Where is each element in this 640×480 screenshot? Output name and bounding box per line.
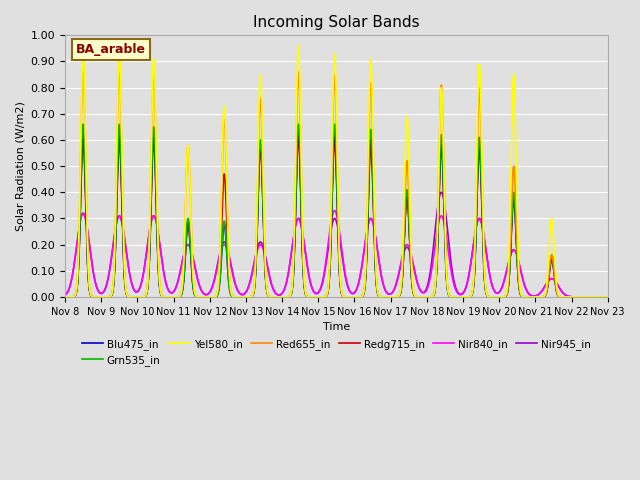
Line: Grn535_in: Grn535_in — [65, 124, 608, 297]
Redg715_in — [61, 294, 69, 300]
Grn535_in — [508, 226, 515, 231]
Yel580_in — [414, 294, 422, 300]
Nir945_in — [160, 269, 168, 275]
Grn535_in — [467, 294, 474, 300]
Y-axis label: Solar Radiation (W/m2): Solar Radiation (W/m2) — [15, 101, 25, 231]
Blu475_in — [115, 129, 123, 135]
Redg715_in — [508, 231, 515, 237]
Line: Nir840_in: Nir840_in — [65, 211, 608, 297]
Redg715_in — [414, 294, 422, 300]
Yel580_in — [61, 294, 69, 300]
Red655_in — [115, 64, 123, 70]
Title: Incoming Solar Bands: Incoming Solar Bands — [253, 15, 420, 30]
Nir945_in — [604, 294, 612, 300]
Text: BA_arable: BA_arable — [76, 43, 146, 56]
Nir840_in — [331, 208, 339, 214]
Red655_in — [508, 208, 515, 214]
Line: Redg715_in: Redg715_in — [65, 137, 608, 297]
Nir945_in — [61, 292, 69, 298]
Red655_in — [61, 294, 69, 300]
Nir840_in — [160, 269, 168, 275]
Grn535_in — [115, 121, 123, 127]
Nir945_in — [387, 291, 394, 297]
Red655_in — [604, 294, 612, 300]
Yel580_in — [160, 294, 168, 300]
Blu475_in — [269, 294, 276, 300]
Nir840_in — [467, 265, 474, 271]
Nir840_in — [604, 294, 612, 300]
Nir945_in — [508, 250, 515, 256]
Yel580_in — [508, 149, 515, 155]
Nir840_in — [414, 282, 422, 288]
Grn535_in — [269, 294, 276, 300]
Red655_in — [467, 294, 474, 300]
Yel580_in — [294, 43, 302, 48]
Redg715_in — [467, 294, 474, 300]
Yel580_in — [269, 294, 276, 300]
Legend: Blu475_in, Grn535_in, Yel580_in, Red655_in, Redg715_in, Nir840_in, Nir945_in: Blu475_in, Grn535_in, Yel580_in, Red655_… — [77, 335, 595, 370]
Line: Yel580_in: Yel580_in — [65, 46, 608, 297]
Line: Blu475_in: Blu475_in — [65, 132, 608, 297]
Blu475_in — [604, 294, 612, 300]
Nir840_in — [269, 284, 276, 290]
Blu475_in — [387, 294, 394, 300]
Nir840_in — [508, 250, 515, 256]
Nir945_in — [269, 284, 276, 289]
Redg715_in — [604, 294, 612, 300]
Redg715_in — [269, 294, 276, 300]
Red655_in — [269, 294, 276, 300]
Redg715_in — [387, 294, 394, 300]
Grn535_in — [414, 294, 422, 300]
Line: Nir945_in: Nir945_in — [65, 192, 608, 297]
Nir840_in — [387, 291, 394, 297]
Yel580_in — [387, 294, 394, 300]
Red655_in — [160, 294, 168, 300]
Nir945_in — [438, 190, 445, 195]
X-axis label: Time: Time — [323, 322, 350, 332]
Blu475_in — [160, 294, 168, 300]
Grn535_in — [387, 294, 394, 300]
Grn535_in — [604, 294, 612, 300]
Blu475_in — [508, 228, 515, 233]
Red655_in — [414, 294, 422, 300]
Yel580_in — [604, 294, 612, 300]
Redg715_in — [160, 294, 168, 300]
Nir945_in — [414, 282, 422, 288]
Blu475_in — [467, 294, 474, 300]
Grn535_in — [160, 294, 168, 300]
Red655_in — [387, 294, 394, 300]
Grn535_in — [61, 294, 69, 300]
Blu475_in — [414, 294, 422, 300]
Nir945_in — [467, 265, 474, 271]
Nir840_in — [61, 292, 69, 298]
Redg715_in — [294, 134, 302, 140]
Yel580_in — [467, 294, 474, 300]
Blu475_in — [61, 294, 69, 300]
Line: Red655_in: Red655_in — [65, 67, 608, 297]
